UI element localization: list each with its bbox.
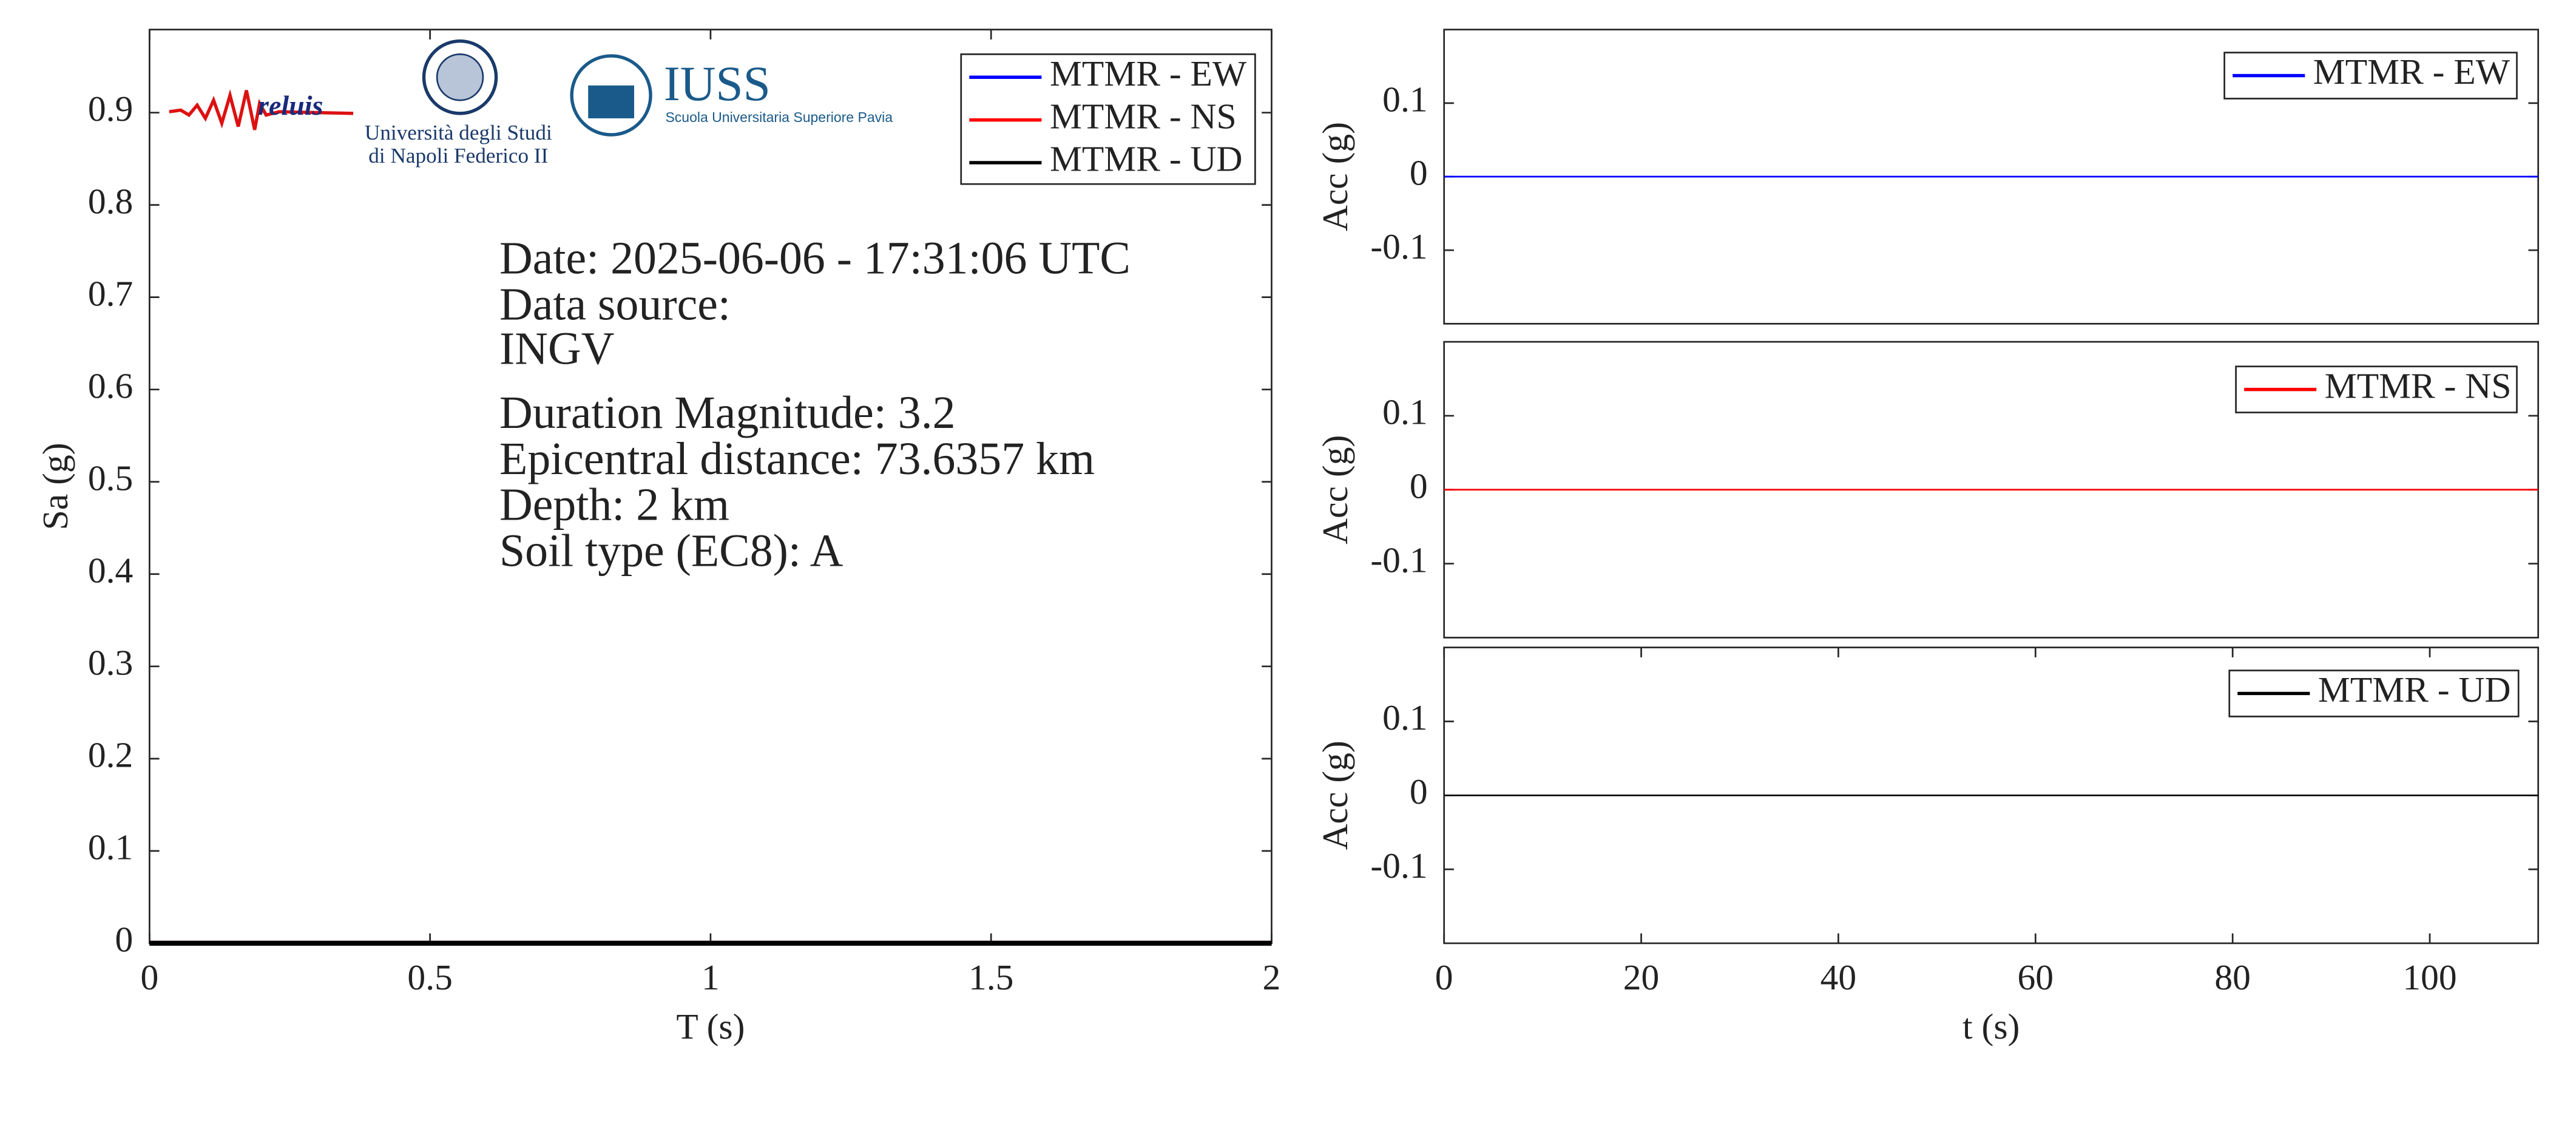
y-tick-label: 0.9	[88, 89, 133, 129]
x-tick-label: 0.5	[407, 957, 452, 997]
axes: 0 0.1 0.2 0.3 0.4 0.5 0.6 0.7 0.8 0.9 0 0.5 1 1.5 2 T (…	[35, 29, 1281, 1046]
annotation: Depth: 2 km	[499, 480, 729, 531]
x-tick-label: 100	[2402, 957, 2456, 997]
unina-seal-inner	[436, 53, 484, 101]
y-axis-label: Sa (g)	[35, 443, 75, 530]
y-tick-label: 0	[1410, 772, 1428, 812]
iuss-subtext: Scuola Universitaria Superiore Pavia	[665, 109, 893, 125]
y-tick-label: -0.1	[1370, 226, 1427, 266]
y-tick-label: 0.1	[1382, 697, 1427, 738]
iuss-text: IUSS	[664, 56, 771, 111]
x-tick-label: 20	[1623, 957, 1660, 997]
y-tick-label: 0.1	[88, 827, 133, 867]
x-axis-label: t (s)	[1962, 1006, 2020, 1046]
unina-text: di Napoli Federico II	[368, 144, 548, 168]
iuss-logo-building	[588, 85, 635, 118]
axes: -0.1 0 0.1 Acc (g) MTMR - NS	[1315, 341, 2540, 639]
x-tick-label: 0	[140, 957, 158, 997]
y-tick-label: 0.3	[88, 642, 133, 682]
y-tick-label: 0.1	[1382, 80, 1427, 120]
y-tick-label: -0.1	[1370, 846, 1427, 886]
y-tick-label: 0.8	[88, 181, 133, 221]
x-tick-label: 1	[701, 957, 720, 997]
x-tick-label: 1.5	[969, 957, 1013, 997]
y-tick-label: 0.1	[1382, 392, 1427, 432]
y-tick-label: 0.4	[88, 550, 133, 590]
y-tick-label: 0.5	[88, 458, 133, 498]
annotation: INGV	[499, 323, 614, 374]
y-tick-label: 0.7	[88, 273, 133, 313]
y-tick-label: 0	[1410, 153, 1428, 193]
y-tick-label: 0.6	[88, 365, 133, 405]
annotation: Soil type (EC8): A	[499, 525, 843, 576]
legend-label: MTMR - UD	[1050, 139, 1243, 179]
reluis-wave	[169, 89, 354, 131]
annotation: Epicentral distance: 73.6357 km	[499, 433, 1095, 484]
logos: reluis Università degli Studi di Napoli …	[169, 39, 893, 168]
iuss-logo	[570, 54, 652, 137]
y-tick-label: 0.2	[88, 735, 133, 775]
legend-label: MTMR - UD	[2318, 670, 2511, 710]
annotation: Date: 2025-06-06 - 17:31:06 UTC	[499, 233, 1131, 284]
x-tick-label: 60	[2018, 957, 2054, 997]
y-tick-label: -0.1	[1370, 540, 1427, 580]
legend-label: MTMR - NS	[1050, 96, 1237, 136]
reluis-text: reluis	[258, 90, 323, 121]
x-tick-label: 40	[1820, 957, 1857, 997]
axes: -0.1 0 0.1 0 20 40 60 80 100 t (s) Acc (g) MTMR - U…	[1315, 646, 2540, 1046]
x-tick-label: 2	[1263, 957, 1281, 997]
legend-label: MTMR - EW	[2313, 52, 2510, 92]
legend-label: MTMR - NS	[2325, 365, 2512, 405]
y-tick-label: 0	[1410, 466, 1428, 506]
y-axis-label: Acc (g)	[1315, 122, 1355, 231]
legend-label: MTMR - EW	[1050, 53, 1247, 93]
y-axis-label: Acc (g)	[1315, 741, 1355, 850]
x-axis-label: T (s)	[676, 1006, 745, 1046]
axes: -0.1 0 0.1 Acc (g) MTMR - EW	[1315, 29, 2540, 325]
x-tick-label: 0	[1435, 957, 1453, 997]
unina-seal	[422, 39, 498, 115]
annotation: Duration Magnitude: 3.2	[499, 387, 956, 438]
unina-text: Università degli Studi	[365, 121, 552, 144]
y-tick-label: 0	[115, 920, 134, 960]
x-tick-label: 80	[2214, 957, 2251, 997]
y-axis-label: Acc (g)	[1315, 435, 1355, 544]
annotation: Data source:	[499, 279, 731, 330]
